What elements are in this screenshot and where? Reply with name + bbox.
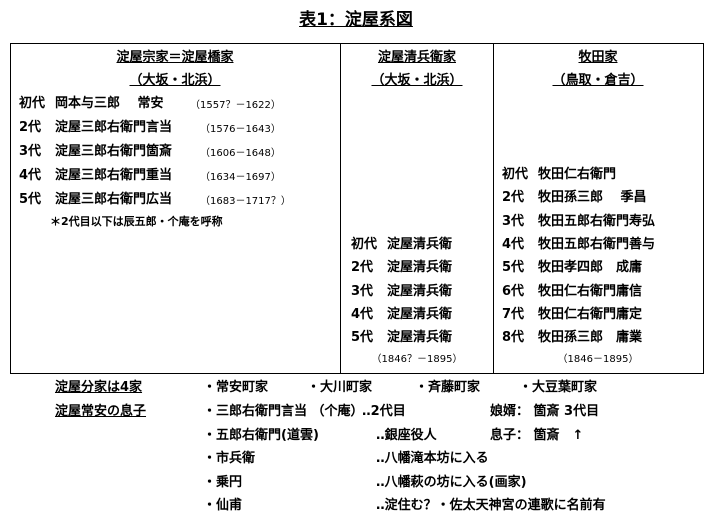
ancestor-years: （1576－1643） [200,124,281,135]
ancestor-name: 淀屋清兵衛 [387,260,453,276]
sons-label: 淀屋常安の息子 [55,404,147,419]
ancestor-name: 淀屋清兵衛 [387,306,453,322]
son-description: ‥2代目 [362,404,406,419]
generation-label: 初代 [502,167,529,182]
branch-item: ・常安町家 [203,380,269,395]
generation-label: 初代 [19,96,46,111]
generation-label: 初代 [351,237,378,252]
ancestor-name: 淀屋三郎右衛門箇斎 [55,144,173,159]
ancestor-name: 岡本与三郎 常安 [55,96,164,111]
generation-label: 3代 [19,144,42,159]
ancestor-name: 牧田孫三郎 季昌 [538,190,647,206]
son-extra: 息子： 箇斎 ↑ [490,427,584,443]
son-name: ・乗円 [203,474,243,490]
ancestor-name: 牧田仁右衛門庸定 [538,306,643,322]
ancestor-name: 淀屋清兵衛 [387,237,453,252]
column-subheader: （鳥取・倉吉） [552,73,644,88]
column-note: ＊2代目以下は辰五郎・个庵を呼称 [50,215,223,228]
column-subheader: （大坂・北浜） [129,73,221,88]
son-description: ‥八幡萩の坊に入る(画家) [376,474,527,490]
ancestor-name: 牧田孫三郎 庸業 [538,330,643,346]
son-name: ・仙甫 [203,498,243,513]
generation-label: 4代 [19,168,42,183]
ancestor-name: 淀屋三郎右衛門言当 [55,120,173,135]
column-divider [340,43,341,374]
generation-label: 2代 [351,260,374,276]
branch-item: ・斉藤町家 [415,380,481,395]
generation-label: 5代 [502,260,525,276]
ancestor-name: 淀屋三郎右衛門広当 [55,192,173,207]
generation-label: 5代 [19,192,42,207]
ancestor-years: （1683－1717？） [200,196,291,207]
branches-label: 淀屋分家は4家 [55,380,143,395]
column-subheader: （大坂・北浜） [371,73,463,88]
generation-label: 5代 [351,330,374,346]
son-description: ‥銀座役人 [376,427,437,443]
generation-label: 2代 [502,190,525,206]
column-header: 淀屋清兵衛家 [377,50,456,65]
son-description: ‥淀住む？・佐太天神宮の連歌に名前有 [376,498,606,513]
son-name: ・三郎右衛門言当 （个庵） [203,404,364,419]
ancestor-name: 淀屋清兵衛 [387,283,453,299]
genealogy-table [10,43,704,374]
column-header: 淀屋宗家＝淀屋橋家 [116,50,234,65]
column-divider [493,43,494,374]
son-name: ・五郎右衛門(道雲) [203,427,319,443]
ancestor-name: 牧田五郎右衛門寿弘 [538,213,656,229]
generation-label: 7代 [502,306,525,322]
column-header: 牧田家 [578,50,618,65]
ancestor-years: （1634－1697） [200,172,281,183]
ancestor-years: （1606－1648） [200,148,281,159]
generation-label: 8代 [502,330,525,346]
column-years: （1846－1895） [557,354,639,365]
son-extra: 娘婿： 箇斎 3代目 [490,404,600,419]
generation-label: 6代 [502,283,525,299]
branch-item: ・大川町家 [307,380,373,395]
branch-item: ・大豆葉町家 [519,380,598,395]
ancestor-name: 牧田仁右衛門 [538,167,617,182]
generation-label: 2代 [19,120,42,135]
ancestor-years: （1557？－1622） [190,100,281,111]
generation-label: 3代 [351,283,374,299]
column-years: （1846？－1895） [371,354,463,365]
ancestor-name: 牧田五郎右衛門善与 [538,236,656,252]
ancestor-name: 牧田仁右衛門庸信 [538,283,643,299]
ancestor-name: 淀屋三郎右衛門重当 [55,168,173,183]
ancestor-name: 牧田孝四郎 成庸 [538,260,643,276]
generation-label: 4代 [502,236,525,252]
son-name: ・市兵衛 [203,451,256,466]
son-description: ‥八幡滝本坊に入る [376,451,489,466]
page-title: 表1：淀屋系図 [299,10,413,30]
generation-label: 4代 [351,306,374,322]
generation-label: 3代 [502,213,525,229]
ancestor-name: 淀屋清兵衛 [387,330,453,346]
